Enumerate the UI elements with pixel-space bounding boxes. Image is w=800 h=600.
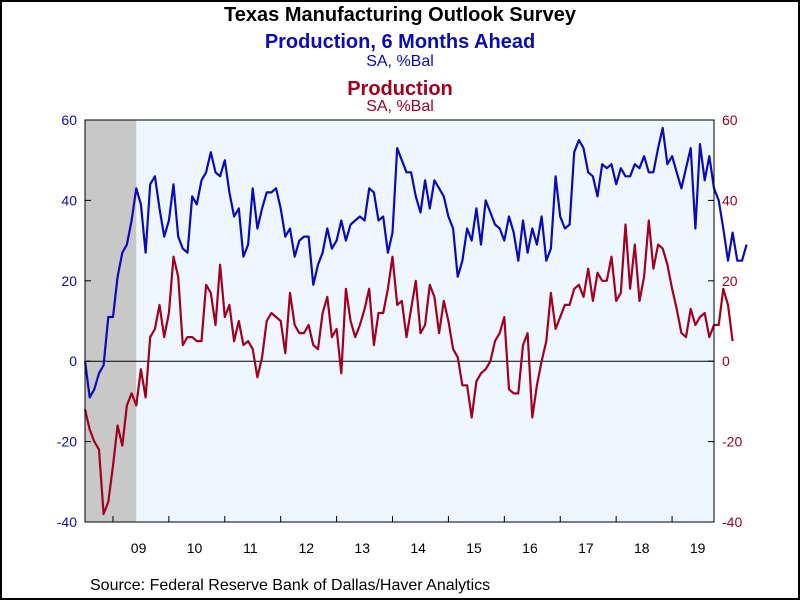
series-line-1 xyxy=(83,219,734,516)
series-unit-production: SA, %Bal xyxy=(366,98,434,115)
series-line-0 xyxy=(83,126,748,399)
x-tick-label: 16 xyxy=(522,540,538,556)
plot-border xyxy=(84,119,715,523)
x-tick-label: 19 xyxy=(690,540,706,556)
y-tick-label-left: 0 xyxy=(69,353,77,369)
y-tick-label-right: 40 xyxy=(722,192,738,208)
x-tick-label: 18 xyxy=(634,540,650,556)
source-note: Source: Federal Reserve Bank of Dallas/H… xyxy=(90,577,491,594)
series-title-production: Production xyxy=(347,78,453,100)
y-tick-label-left: -40 xyxy=(57,514,77,530)
y-tick-label-right: -20 xyxy=(722,434,742,450)
y-tick-label-left: 60 xyxy=(61,112,77,128)
x-tick-label: 10 xyxy=(187,540,203,556)
y-tick-label-right: 60 xyxy=(722,112,738,128)
plot-area xyxy=(85,120,714,522)
y-tick-label-left: -20 xyxy=(57,434,77,450)
series-title-production-6m: Production, 6 Months Ahead xyxy=(264,31,536,53)
chart-title: Texas Manufacturing Outlook Survey xyxy=(224,4,576,26)
series-unit-production-6m: SA, %Bal xyxy=(366,53,434,70)
y-tick-label-right: 0 xyxy=(722,353,730,369)
recession-band xyxy=(85,120,137,522)
x-tick-label: 09 xyxy=(131,540,147,556)
x-tick-label: 17 xyxy=(578,540,594,556)
x-tick-label: 15 xyxy=(466,540,482,556)
x-tick-label: 13 xyxy=(354,540,370,556)
x-tick-label: 12 xyxy=(299,540,315,556)
y-tick-label-right: 20 xyxy=(722,273,738,289)
x-tick-label: 11 xyxy=(243,540,258,556)
y-tick-label-left: 40 xyxy=(61,192,77,208)
y-tick-label-right: -40 xyxy=(722,514,742,530)
x-tick-label: 14 xyxy=(410,540,426,556)
y-tick-label-left: 20 xyxy=(61,273,77,289)
